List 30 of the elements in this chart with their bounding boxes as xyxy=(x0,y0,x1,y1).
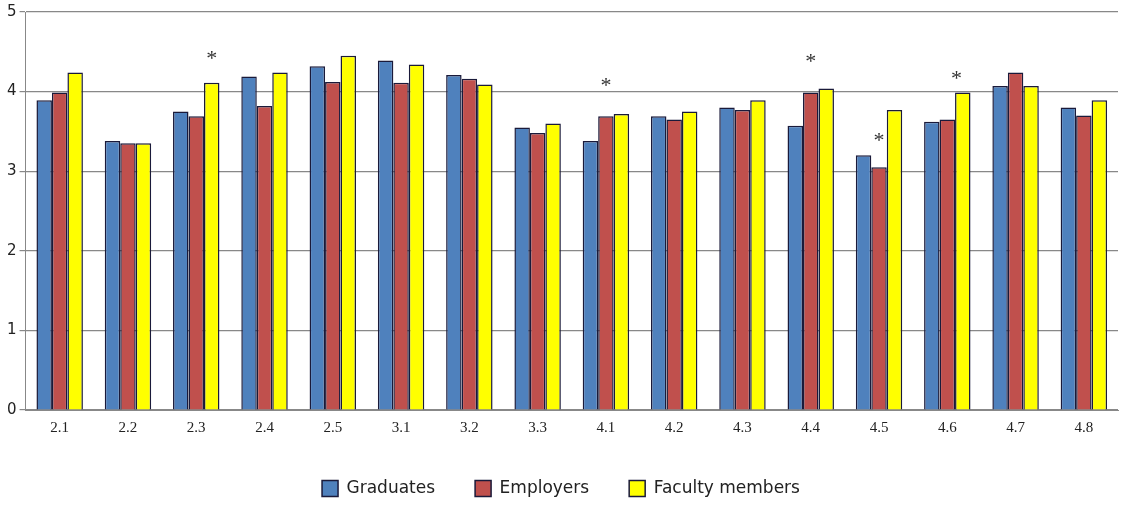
y-tick-label: 3 xyxy=(7,161,17,180)
legend-label: Employers xyxy=(499,476,590,497)
legend-label: Graduates xyxy=(346,476,436,497)
legend-label: Faculty members xyxy=(653,476,801,497)
x-tick-label: 2.2 xyxy=(118,418,138,435)
x-tick-label: 2.3 xyxy=(186,418,206,435)
x-tick-label: 4.1 xyxy=(596,418,616,435)
y-tick-label: 1 xyxy=(7,320,17,339)
x-tick-label: 2.5 xyxy=(323,418,343,435)
x-tick-label: 4.5 xyxy=(869,418,889,435)
annotation: * xyxy=(873,127,885,152)
annotation: * xyxy=(206,44,218,70)
y-tick-label: 0 xyxy=(7,399,17,418)
x-tick-label: 4.4 xyxy=(801,418,821,435)
x-tick-label: 2.1 xyxy=(50,418,70,435)
x-tick-label: 2.4 xyxy=(255,418,275,435)
x-tick-label: 4.7 xyxy=(1006,418,1026,435)
x-tick-label: 4.2 xyxy=(664,418,684,435)
y-tick-label: 5 xyxy=(7,1,17,20)
x-tick-label: 4.8 xyxy=(1074,418,1094,435)
annotation: * xyxy=(600,72,612,98)
x-tick-label: 3.2 xyxy=(459,418,479,435)
y-tick-label: 2 xyxy=(7,240,17,259)
annotation: * xyxy=(805,48,817,74)
x-tick-label: 3.1 xyxy=(391,418,411,435)
x-tick-label: 4.6 xyxy=(937,418,958,435)
x-tick-label: 3.3 xyxy=(528,418,548,435)
y-tick-label: 4 xyxy=(7,81,17,100)
x-tick-label: 4.3 xyxy=(733,418,752,435)
annotation: * xyxy=(951,65,963,91)
